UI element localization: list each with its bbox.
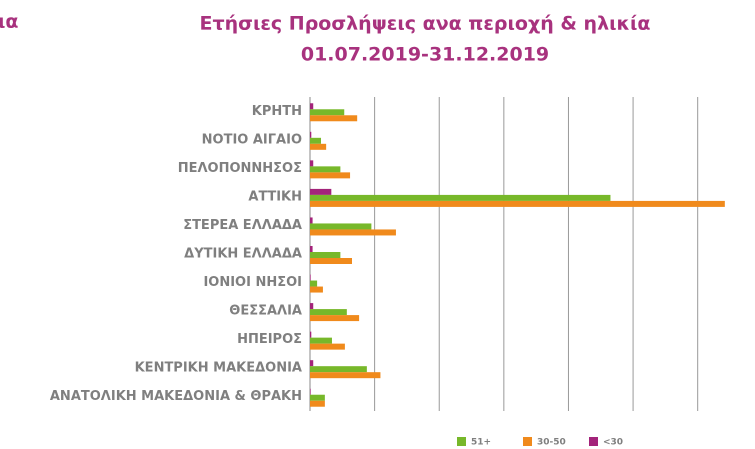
bar [310, 274, 311, 281]
bar [310, 137, 321, 144]
bar [310, 143, 327, 150]
legend-label: <30 [603, 438, 623, 448]
y-tick-label: ΣΤΕΡΕΑ ΕΛΛΑΔΑ [183, 218, 302, 233]
bar [310, 331, 312, 338]
bar [310, 337, 332, 344]
y-tick-label: ΘΕΣΣΑΛΙΑ [229, 304, 302, 319]
bar [310, 160, 314, 167]
bar [310, 115, 358, 122]
y-tick-label: ΝΟΤΙΟ ΑΙΓΑΙΟ [202, 132, 302, 147]
bar [310, 286, 323, 293]
bar [310, 394, 325, 401]
bar [310, 166, 341, 173]
y-tick-label: ΠΕΛΟΠΟΝΝΗΣΟΣ [178, 161, 302, 176]
legend-swatch [589, 437, 598, 446]
bar [310, 194, 611, 201]
bar [310, 280, 318, 287]
legend-label: 51+ [471, 438, 491, 448]
chart-subtitle: 01.07.2019-31.12.2019 [301, 44, 549, 66]
y-tick-label: ΔΥΤΙΚΗ ΕΛΛΑΔΑ [184, 247, 302, 262]
bar [310, 217, 313, 224]
legend-swatch [457, 437, 466, 446]
bar [310, 246, 313, 252]
bar [310, 315, 360, 322]
bar [310, 252, 341, 258]
y-tick-label: ΚΕΝΤΡΙΚΗ ΜΑΚΕΔΟΝΙΑ [135, 361, 302, 376]
bar [310, 309, 347, 316]
bar [310, 366, 367, 373]
corner-fragment: ια [0, 11, 18, 33]
bar [310, 303, 314, 310]
y-tick-label: ΗΠΕΙΡΟΣ [237, 332, 302, 347]
legend-label: 30-50 [537, 438, 566, 448]
bar [310, 388, 311, 395]
y-tick-label: ΑΤΤΙΚΗ [248, 189, 302, 204]
bar [310, 258, 352, 264]
bar [310, 229, 396, 236]
y-tick-label: ΚΡΗΤΗ [252, 104, 302, 119]
bar [310, 360, 314, 367]
bar [310, 200, 725, 207]
bar [310, 400, 325, 407]
y-tick-label: ΑΝΑΤΟΛΙΚΗ ΜΑΚΕΔΟΝΙΑ & ΘΡΑΚΗ [50, 389, 302, 404]
chart-title: Ετήσιες Προσλήψεις ανα περιοχή & ηλικία [200, 13, 651, 35]
bar [310, 372, 381, 379]
bar [310, 131, 312, 138]
y-tick-label: ΙΟΝΙΟΙ ΝΗΣΟΙ [203, 275, 302, 290]
legend-swatch [523, 437, 532, 446]
bar [310, 109, 345, 116]
bar [310, 172, 351, 179]
bar [310, 103, 314, 110]
bar [310, 188, 332, 195]
bar [310, 343, 345, 350]
bar [310, 223, 372, 230]
